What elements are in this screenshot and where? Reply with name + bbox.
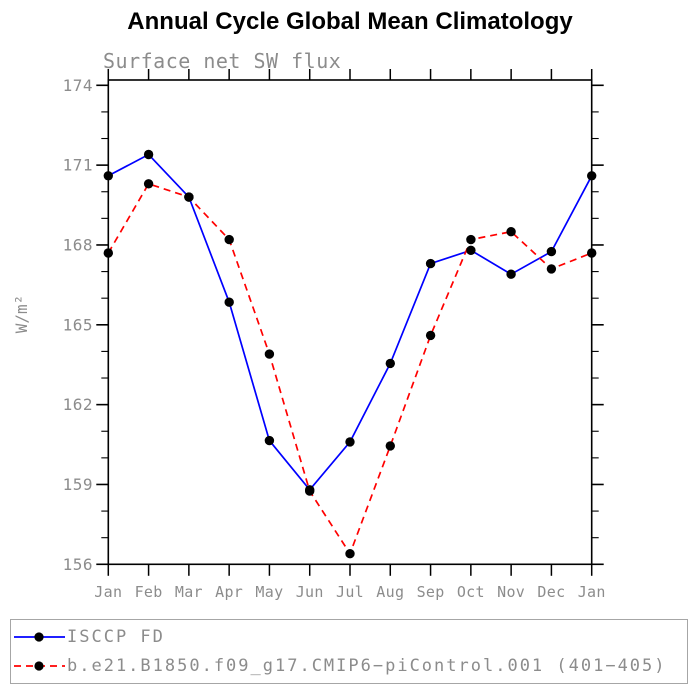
x-tick-label: Jan — [94, 583, 122, 601]
annual-cycle-chart-canvas: Surface net SW flux W/m² 174 171 168 165 162 15… — [12, 49, 605, 601]
x-tick-label: Jul — [336, 583, 364, 601]
legend-label-isccp-fd: ISCCP FD — [67, 626, 165, 647]
y-axis-labels: 174 171 168 165 162 159 156 — [63, 76, 93, 574]
x-tick-label: May — [255, 583, 283, 601]
series-markers-0 — [103, 149, 597, 495]
x-tick-label: Aug — [376, 583, 404, 601]
x-tick-label: Nov — [497, 583, 525, 601]
y-axis-title: W/m² — [12, 295, 31, 334]
y-tick-label: 159 — [63, 475, 93, 494]
legend: ISCCP FD b.e21.B1850.f09_g17.CMIP6−piCon… — [10, 619, 688, 684]
y-tick-label: 165 — [63, 315, 93, 334]
y-tick-label: 171 — [63, 156, 93, 175]
legend-item-model-run: b.e21.B1850.f09_g17.CMIP6−piControl.001 … — [12, 653, 687, 679]
x-tick-label: Dec — [537, 583, 565, 601]
y-axis-ticks — [96, 84, 604, 566]
series-line-1 — [107, 182, 593, 556]
y-tick-label: 156 — [63, 555, 93, 574]
x-tick-label: Jun — [296, 583, 324, 601]
x-tick-label: Sep — [417, 583, 445, 601]
dashed-line-marker-icon — [14, 661, 65, 671]
chart-subtitle: Surface net SW flux — [103, 49, 341, 73]
x-tick-label: Oct — [457, 583, 485, 601]
chart-title: Annual Cycle Global Mean Climatology — [127, 8, 573, 35]
x-tick-label: Feb — [135, 583, 163, 601]
x-tick-label: Mar — [175, 583, 203, 601]
solid-line-marker-icon — [14, 632, 65, 642]
x-axis-ticks — [107, 69, 593, 576]
x-axis-labels: Jan Feb Mar Apr May Jun Jul Aug Sep Oct Nov Dec Jan — [94, 583, 605, 601]
series-markers-1 — [103, 179, 597, 559]
legend-label-model-run: b.e21.B1850.f09_g17.CMIP6−piControl.001 … — [67, 656, 667, 677]
x-tick-label: Jan — [578, 583, 606, 601]
y-tick-label: 174 — [63, 76, 93, 95]
legend-item-isccp-fd: ISCCP FD — [12, 624, 687, 650]
y-tick-label: 168 — [63, 235, 93, 254]
x-tick-label: Apr — [215, 583, 243, 601]
plot-frame — [107, 79, 593, 566]
y-tick-label: 162 — [63, 395, 93, 414]
